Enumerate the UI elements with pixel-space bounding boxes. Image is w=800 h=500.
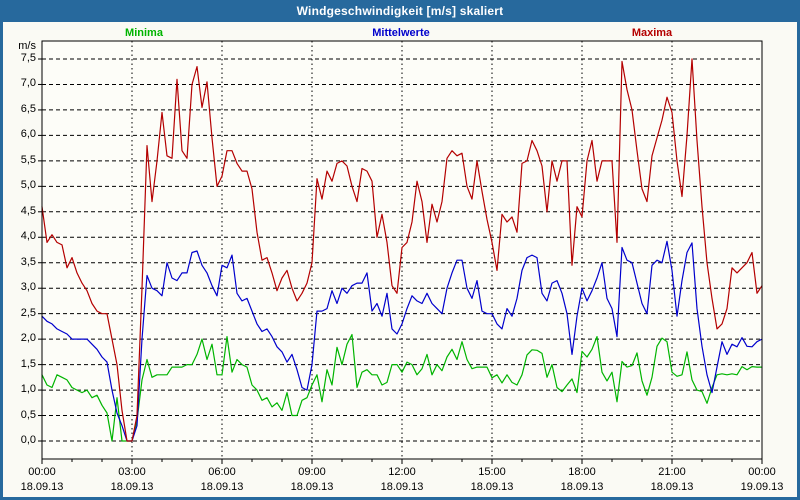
x-tick-label: 09:00 18.09.13 [280, 465, 344, 495]
x-tick-date: 18.09.13 [470, 481, 514, 493]
y-tick-label: 1,5 [20, 357, 36, 370]
x-tick-time: 06:00 [208, 466, 236, 478]
y-tick-label: 7,5 [20, 52, 36, 64]
x-tick-label: 00:00 18.09.13 [10, 465, 74, 495]
x-tick-label: 06:00 18.09.13 [190, 465, 254, 495]
y-tick-label: 4,0 [20, 230, 36, 243]
x-tick-label: 00:00 19.09.13 [730, 465, 794, 495]
y-tick-label: 0,0 [20, 434, 36, 446]
maxima-line [41, 58, 763, 442]
y-tick-label: 5,5 [20, 153, 36, 166]
legend-maxima-label: Maxima [631, 27, 673, 39]
x-tick-label: 15:00 18.09.13 [460, 465, 524, 495]
x-tick-date: 18.09.13 [560, 481, 604, 493]
x-tick-date: 18.09.13 [20, 481, 64, 493]
y-axis-unit-label: m/s [18, 40, 36, 52]
x-tick-date: 18.09.13 [380, 481, 424, 493]
legend-mittelwerte-label: Mittelwerte [372, 27, 430, 39]
plot-border [41, 40, 763, 460]
y-tick-label: 6,5 [20, 102, 36, 115]
x-tick-date: 18.09.13 [110, 481, 154, 493]
x-tick-label: 21:00 18.09.13 [640, 465, 704, 495]
minima-line [41, 333, 763, 442]
x-tick-time: 21:00 [658, 466, 686, 478]
y-tick-label: 4,5 [20, 204, 36, 217]
y-tick-label: 1,0 [20, 383, 36, 396]
x-tick-label: 12:00 18.09.13 [370, 465, 434, 495]
x-tick-date: 18.09.13 [290, 481, 334, 493]
x-tick-time: 12:00 [388, 466, 416, 478]
y-tick-label: 3,0 [20, 281, 36, 294]
y-tick-label: 3,5 [20, 255, 36, 268]
x-tick-label: 18:00 18.09.13 [550, 465, 614, 495]
x-tick-date: 19.09.13 [740, 481, 784, 493]
y-tick-label: 5,0 [20, 179, 36, 192]
y-tick-label: 0,5 [20, 408, 36, 421]
y-tick-label: 2,5 [20, 306, 36, 319]
mittelwerte-line [41, 240, 763, 442]
x-tick-time: 00:00 [748, 466, 776, 478]
window-title: Windgeschwindigkeit [m/s] skaliert [296, 4, 504, 18]
y-tick-label: 6,0 [20, 128, 36, 141]
x-tick-time: 09:00 [298, 466, 326, 478]
x-tick-label: 03:00 18.09.13 [100, 465, 164, 495]
x-tick-time: 18:00 [568, 466, 596, 478]
x-tick-time: 15:00 [478, 466, 506, 478]
legend-minima-label: Minima [125, 27, 163, 39]
title-bar: Windgeschwindigkeit [m/s] skaliert [0, 0, 800, 22]
y-tick-label: 2,0 [20, 332, 36, 345]
x-tick-date: 18.09.13 [650, 481, 694, 493]
x-tick-date: 18.09.13 [200, 481, 244, 493]
x-tick-time: 00:00 [28, 466, 56, 478]
x-tick-time: 03:00 [118, 466, 146, 478]
y-tick-label: 7,0 [20, 77, 36, 90]
